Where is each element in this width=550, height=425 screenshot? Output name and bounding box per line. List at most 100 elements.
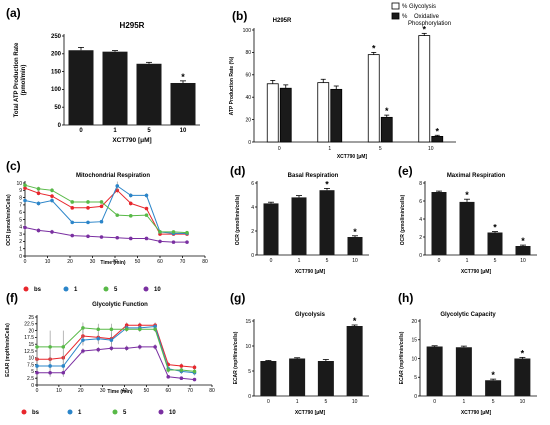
data-point <box>36 201 41 206</box>
data-point <box>81 338 85 342</box>
data-point <box>144 193 149 198</box>
legend-label: 10 <box>169 410 176 416</box>
x-tick-label: 5 <box>494 258 497 264</box>
significance-star: * <box>493 223 497 233</box>
data-point <box>185 230 189 235</box>
y-tick-label: 12.5 <box>24 349 34 355</box>
data-point <box>109 346 114 351</box>
y-tick-label: 5 <box>414 375 417 381</box>
bar <box>515 246 531 255</box>
bar <box>170 82 196 125</box>
bar <box>279 87 292 143</box>
data-point <box>158 230 162 234</box>
y-tick-label: 50 <box>54 105 61 111</box>
y-tick-label: 17.5 <box>24 335 34 341</box>
data-point <box>109 327 114 332</box>
bar <box>459 201 475 255</box>
legend-label: 1 <box>74 287 78 293</box>
bar <box>317 82 330 143</box>
legend-marker <box>21 409 27 415</box>
significance-star: * <box>491 370 495 380</box>
y-tick-label: 2.5 <box>27 376 34 382</box>
y-tick-label: 0 <box>251 253 254 259</box>
legend-label-line: Oxidative <box>414 14 440 20</box>
data-point <box>86 234 90 239</box>
data-point <box>70 206 75 210</box>
data-point <box>109 338 114 342</box>
significance-star: * <box>521 348 525 358</box>
series-line <box>37 325 195 374</box>
y-tick-label: 10 <box>28 356 34 362</box>
x-tick-label: 40 <box>112 259 118 265</box>
x-tick-label: 5 <box>379 146 382 152</box>
data-point <box>81 326 85 330</box>
bar <box>260 361 277 396</box>
legend-swatch <box>391 2 400 10</box>
panel-f: Glycolytic Function02.557.51012.51517.52… <box>5 302 215 416</box>
chart-title: Basal Respiration <box>288 173 339 179</box>
x-tick-label: 0 <box>24 259 27 265</box>
data-point <box>192 377 197 382</box>
bar <box>266 83 279 143</box>
y-tick-label: 5 <box>31 369 34 375</box>
data-point <box>99 204 104 209</box>
x-tick-label: 70 <box>187 388 193 394</box>
y-tick-label: 2 <box>419 235 422 241</box>
bar <box>317 361 334 396</box>
legend-label: 5 <box>114 287 118 293</box>
data-point <box>128 214 133 218</box>
data-point <box>23 183 27 187</box>
data-point <box>36 191 41 196</box>
x-tick-label: 10 <box>520 258 526 264</box>
series-10 <box>23 224 189 244</box>
panel-d: Basal Respiration 0 2 4 6 OCR (pmol/min/cells… <box>235 173 369 275</box>
data-point <box>153 345 157 349</box>
data-point <box>179 376 184 381</box>
bar <box>102 51 128 125</box>
data-point <box>61 370 66 375</box>
y-tick-label: 250 <box>51 34 62 40</box>
y-tick-label: 10 <box>16 181 22 187</box>
data-point <box>61 364 66 368</box>
data-point <box>86 220 90 225</box>
x-tick-label: 1 <box>328 146 331 152</box>
legend-label: bs <box>34 287 42 293</box>
y-axis-label-line: OCR (pmol/min/cells) <box>400 194 406 245</box>
x-tick-label: 40 <box>122 388 128 394</box>
y-axis-label-line: ECAR (mpH/min/cells) <box>399 331 405 384</box>
data-point <box>192 365 197 370</box>
series-line <box>24 185 187 234</box>
y-axis-label-line: (pmol/min) <box>21 65 27 96</box>
chart-title: Glycolysis <box>295 312 326 318</box>
significance-star: * <box>353 316 357 326</box>
chart-title: Mitochondrial Respiration <box>76 173 150 179</box>
y-tick-label: 5 <box>19 217 22 223</box>
bar <box>431 192 447 255</box>
y-tick-label: 4 <box>419 217 422 223</box>
bar <box>347 237 363 255</box>
x-axis-label: XCT790 [μM] <box>112 137 151 144</box>
x-tick-label: 0 <box>79 128 83 134</box>
bar <box>431 135 444 143</box>
x-tick-label: 0 <box>433 399 436 405</box>
bar <box>136 63 162 125</box>
data-point <box>192 369 197 374</box>
data-point <box>144 206 149 211</box>
y-tick-label: 4 <box>251 205 254 211</box>
y-axis-label: OCR (pmol/min/cells) <box>400 194 406 245</box>
data-point <box>48 364 52 368</box>
y-tick-label: 10 <box>245 344 251 350</box>
x-tick-label: 1 <box>462 399 465 405</box>
x-tick-label: 5 <box>324 399 327 405</box>
bar <box>346 326 363 396</box>
y-tick-label: 22.5 <box>24 322 34 328</box>
chart-title: H295R <box>120 21 145 30</box>
y-tick-label: 6 <box>419 199 422 205</box>
y-axis-label-line: ECAR (mpH/min/cells) <box>233 331 239 384</box>
x-axis-label: XCT790 [μM] <box>295 269 326 275</box>
y-tick-label: 7.5 <box>27 362 34 368</box>
panel-label: (h) <box>398 291 413 305</box>
x-axis-label: Time (min) <box>100 260 126 266</box>
significance-star: * <box>422 24 426 34</box>
x-tick-label: 80 <box>202 259 208 265</box>
